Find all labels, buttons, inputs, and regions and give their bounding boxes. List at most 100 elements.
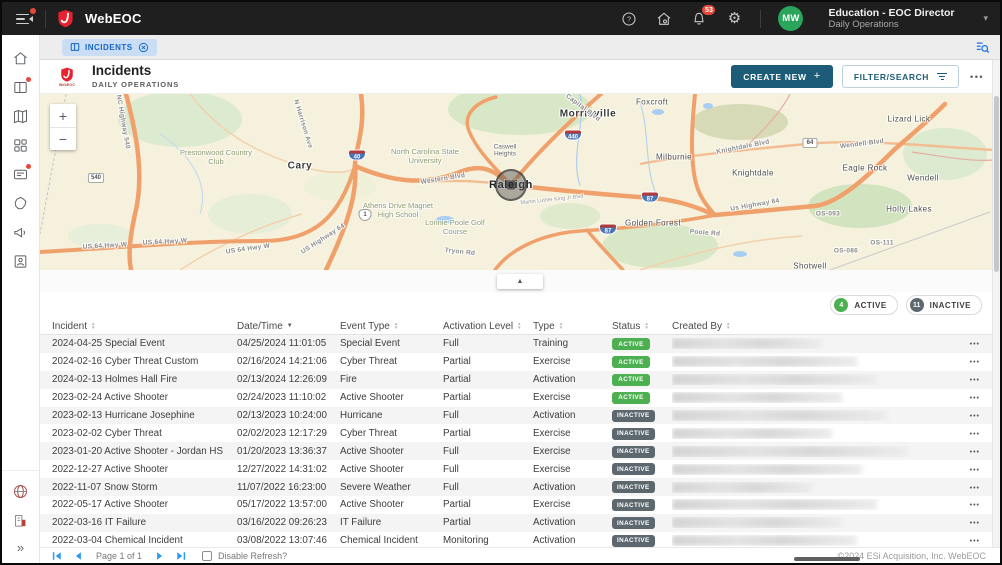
sidebar-item-notify[interactable] <box>2 218 40 247</box>
row-actions-button[interactable]: ••• <box>970 502 980 509</box>
column-header-created-by[interactable]: Created By▲▼ <box>672 321 950 332</box>
row-actions-button[interactable]: ••• <box>970 520 980 527</box>
row-actions-button[interactable]: ••• <box>970 467 980 474</box>
user-menu-chevron-icon[interactable]: ▾ <box>983 13 988 24</box>
sidebar-item-boards[interactable] <box>2 73 40 102</box>
activation-level-cell: Partial <box>443 392 533 403</box>
zoom-in-button[interactable]: + <box>50 104 76 127</box>
tab-incidents[interactable]: INCIDENTS <box>62 39 157 56</box>
tab-label: INCIDENTS <box>85 43 133 52</box>
sidebar-item-plugins[interactable] <box>2 189 40 218</box>
table-row[interactable]: 2024-04-25 Special Event04/25/2024 11:01… <box>40 335 994 353</box>
incident-cluster-marker[interactable] <box>495 169 527 201</box>
table-row[interactable]: 2023-02-24 Active Shooter02/24/2023 11:1… <box>40 389 994 407</box>
row-actions-button[interactable]: ••• <box>970 485 980 492</box>
table-row[interactable]: 2022-03-16 IT Failure03/16/2022 09:26:23… <box>40 514 994 532</box>
row-actions-button[interactable]: ••• <box>970 449 980 456</box>
settings-gear-icon[interactable]: ⚙ <box>725 10 743 28</box>
incidents-map[interactable]: MorrisvilleCaryRaleighPrestonwood Countr… <box>40 94 1000 270</box>
sidebar-item-maps[interactable] <box>2 102 40 131</box>
table-row[interactable]: 2022-12-27 Active Shooter12/27/2022 14:3… <box>40 460 994 478</box>
column-label: Status <box>612 321 640 332</box>
type-cell: Activation <box>533 410 612 421</box>
sidebar-item-messages[interactable] <box>2 160 40 189</box>
table-row[interactable]: 2022-05-17 Active Shooter05/17/2022 13:5… <box>40 496 994 514</box>
active-filter-pill[interactable]: 4 ACTIVE <box>830 295 897 315</box>
first-page-button[interactable] <box>52 551 62 561</box>
top-bar: WebEOC ? 53 ⚙ MW Education - EOC Directo… <box>2 2 1000 35</box>
column-header-status[interactable]: Status ▲▼ <box>612 321 672 332</box>
column-header-type[interactable]: Type▲▼ <box>533 321 612 332</box>
row-actions-button[interactable]: ••• <box>970 377 980 384</box>
table-row[interactable]: 2024-02-13 Holmes Hall Fire02/13/2024 12… <box>40 371 994 389</box>
incident-cell: 2023-02-02 Cyber Threat <box>52 428 237 439</box>
webeoc-shield-icon <box>60 67 74 82</box>
apps-grid-icon <box>12 137 29 154</box>
filter-search-button[interactable]: FILTER/SEARCH <box>842 65 959 88</box>
sidebar-expand-chevrons[interactable]: » <box>17 535 24 559</box>
disable-refresh-checkbox[interactable] <box>202 551 212 561</box>
menu-alert-dot <box>30 8 36 14</box>
column-header-event-type[interactable]: Event Type▲▼ <box>340 321 443 332</box>
actions-cell: ••• <box>950 410 994 421</box>
sidebar-item-apps[interactable] <box>2 131 40 160</box>
home-icon[interactable] <box>655 10 673 28</box>
board-search-icon[interactable] <box>975 40 990 55</box>
event-type-cell: Hurricane <box>340 410 443 421</box>
type-cell: Exercise <box>533 392 612 403</box>
column-header-activation-level[interactable]: Activation Level▲▼ <box>443 321 533 332</box>
row-actions-button[interactable]: ••• <box>970 395 980 402</box>
row-actions-button[interactable]: ••• <box>970 538 980 545</box>
collapse-map-button[interactable]: ▲ <box>497 274 543 289</box>
status-badge: INACTIVE <box>612 463 655 475</box>
type-cell: Activation <box>533 517 612 528</box>
menu-toggle-icon[interactable] <box>14 11 34 27</box>
datetime-cell: 02/13/2024 12:26:09 <box>237 374 340 385</box>
inactive-filter-pill[interactable]: 11 INACTIVE <box>906 295 982 315</box>
redacted-created-by <box>672 499 877 510</box>
table-row[interactable]: 2023-01-20 Active Shooter - Jordan HS01/… <box>40 442 994 460</box>
sort-icon: ▼ <box>287 323 293 329</box>
last-page-button[interactable] <box>176 551 186 561</box>
create-new-button[interactable]: CREATE NEW+ <box>731 65 833 88</box>
table-row[interactable]: 2023-02-13 Hurricane Josephine02/13/2023… <box>40 407 994 425</box>
column-label: Activation Level <box>443 321 513 332</box>
sidebar-item-organization[interactable] <box>2 506 40 535</box>
column-label: Event Type <box>340 321 390 332</box>
horizontal-scrollbar-thumb[interactable] <box>794 557 860 561</box>
user-info[interactable]: Education - EOC Director Daily Operation… <box>828 7 954 31</box>
close-tab-icon[interactable] <box>138 42 149 53</box>
user-context-text: Daily Operations <box>828 19 954 30</box>
table-row[interactable]: 2024-02-16 Cyber Threat Custom02/16/2024… <box>40 353 994 371</box>
table-row[interactable]: 2023-02-02 Cyber Threat02/02/2023 12:17:… <box>40 424 994 442</box>
sidebar-item-home[interactable] <box>2 44 40 73</box>
user-role-text: Education - EOC Director <box>828 7 954 20</box>
more-options-button[interactable]: ••• <box>968 72 986 82</box>
megaphone-icon <box>12 224 29 241</box>
status-cell: INACTIVE <box>612 499 672 512</box>
notifications-bell-icon[interactable]: 53 <box>690 10 708 28</box>
sort-icon: ▲▼ <box>559 322 563 331</box>
globe-icon <box>12 483 29 500</box>
zoom-out-button[interactable]: − <box>50 127 76 150</box>
help-icon[interactable]: ? <box>620 10 638 28</box>
column-header-date-time[interactable]: Date/Time▼ <box>237 321 340 332</box>
sidebar-item-contacts[interactable] <box>2 247 40 276</box>
sidebar-item-web[interactable] <box>2 477 40 506</box>
table-body: 2024-04-25 Special Event04/25/2024 11:01… <box>40 335 994 550</box>
row-actions-button[interactable]: ••• <box>970 413 980 420</box>
vertical-scrollbar[interactable] <box>992 60 1000 547</box>
sort-icon: ▲▼ <box>644 322 648 331</box>
table-row[interactable]: 2022-11-07 Snow Storm11/07/2022 16:23:00… <box>40 478 994 496</box>
row-actions-button[interactable]: ••• <box>970 359 980 366</box>
column-header-incident[interactable]: Incident▲▼ <box>52 321 237 332</box>
redacted-created-by <box>672 517 842 528</box>
next-page-button[interactable] <box>155 551 165 561</box>
incident-cell: 2022-12-27 Active Shooter <box>52 464 237 475</box>
user-avatar[interactable]: MW <box>778 6 803 31</box>
vertical-scrollbar-thumb[interactable] <box>994 96 999 272</box>
row-actions-button[interactable]: ••• <box>970 341 980 348</box>
boards-alert-dot <box>26 77 31 82</box>
previous-page-button[interactable] <box>73 551 83 561</box>
row-actions-button[interactable]: ••• <box>970 431 980 438</box>
